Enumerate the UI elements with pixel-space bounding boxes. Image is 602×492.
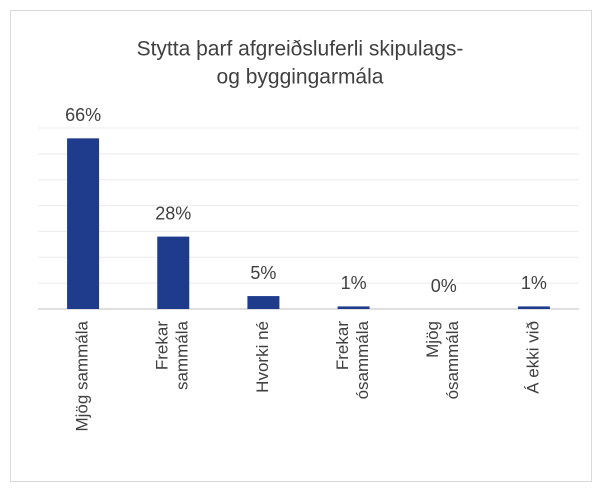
x-tick-label: Mjög xyxy=(423,321,442,358)
data-label: 1% xyxy=(341,273,367,293)
bar xyxy=(337,306,370,309)
x-tick-label: Frekar xyxy=(153,321,172,370)
x-tick-label: Á ekki við xyxy=(523,321,542,394)
bar xyxy=(67,138,100,309)
bar xyxy=(157,236,190,309)
x-tick-label: ósammála xyxy=(353,320,372,399)
chart-frame xyxy=(10,10,592,482)
data-label: 0% xyxy=(431,276,457,296)
x-tick-label: Mjög sammála xyxy=(73,320,92,431)
data-label: 1% xyxy=(521,273,547,293)
x-tick-label: sammála xyxy=(173,320,192,390)
x-tick-label: ósammála xyxy=(443,320,462,399)
data-label: 5% xyxy=(250,263,276,283)
bar xyxy=(247,296,280,309)
x-tick-label: Hvorki né xyxy=(253,321,272,393)
data-label: 66% xyxy=(65,105,101,125)
data-label: 28% xyxy=(155,203,191,223)
bar xyxy=(517,306,550,309)
x-tick-label: Frekar xyxy=(333,321,352,370)
chart-title: og byggingarmála xyxy=(217,66,384,89)
chart-title: Stytta þarf afgreiðsluferli skipulags- xyxy=(137,38,464,61)
